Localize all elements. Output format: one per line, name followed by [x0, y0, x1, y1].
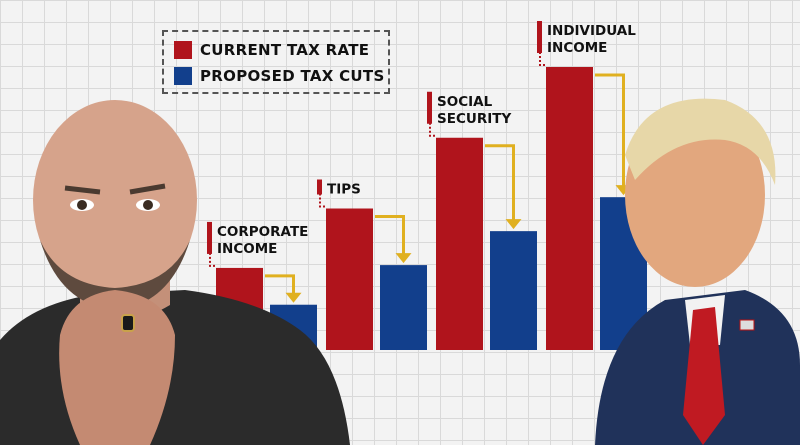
category-connector-3	[539, 52, 546, 66]
arrow-line-3	[595, 73, 625, 188]
arrow-head-2	[505, 219, 522, 230]
legend-item-current: CURRENT TAX RATE	[174, 41, 369, 59]
man-portrait-left	[0, 100, 350, 445]
category-marker-1	[317, 179, 322, 195]
tie-right	[683, 307, 725, 445]
arrow-line-0	[265, 274, 295, 295]
bar-proposed-1	[380, 265, 427, 350]
ring-left	[121, 314, 135, 332]
arrow-line-2	[485, 144, 515, 222]
category-marker-0	[207, 221, 212, 254]
legend-item-proposed: PROPOSED TAX CUTS	[174, 67, 385, 85]
arrow-line-1	[375, 215, 405, 256]
hair-right	[625, 98, 776, 185]
category-label-2-1: SECURITY	[437, 111, 511, 127]
man-portrait-right	[595, 98, 800, 445]
category-marker-2	[427, 91, 432, 124]
shirt-left	[0, 290, 350, 445]
legend-swatch-current	[174, 41, 192, 59]
legend-swatch-proposed	[174, 67, 192, 85]
category-label-1-0: TIPS	[327, 182, 361, 198]
head-left	[33, 100, 197, 300]
bar-proposed-2	[490, 231, 537, 350]
chart-legend: CURRENT TAX RATE PROPOSED TAX CUTS	[162, 30, 390, 94]
hands-left	[59, 290, 175, 445]
category-label-3-1: INCOME	[547, 40, 607, 56]
bar-current-2	[436, 137, 483, 350]
arrow-head-0	[285, 292, 302, 303]
legend-label-current: CURRENT TAX RATE	[200, 41, 370, 59]
lapel-pin-right	[739, 319, 755, 331]
arrow-head-1	[395, 253, 412, 264]
bar-current-1	[326, 208, 373, 350]
category-label-0-1: INCOME	[217, 241, 277, 257]
category-label-2-0: SOCIAL	[437, 94, 493, 110]
category-label-3-0: INDIVIDUAL	[547, 23, 636, 39]
category-connector-2	[429, 122, 436, 137]
beard-left	[40, 240, 190, 310]
bar-current-3	[546, 67, 593, 350]
category-connector-1	[319, 193, 326, 208]
category-connector-0	[209, 252, 216, 267]
category-marker-3	[537, 21, 542, 53]
category-label-0-0: CORPORATE	[217, 224, 308, 240]
legend-label-proposed: PROPOSED TAX CUTS	[200, 67, 385, 85]
